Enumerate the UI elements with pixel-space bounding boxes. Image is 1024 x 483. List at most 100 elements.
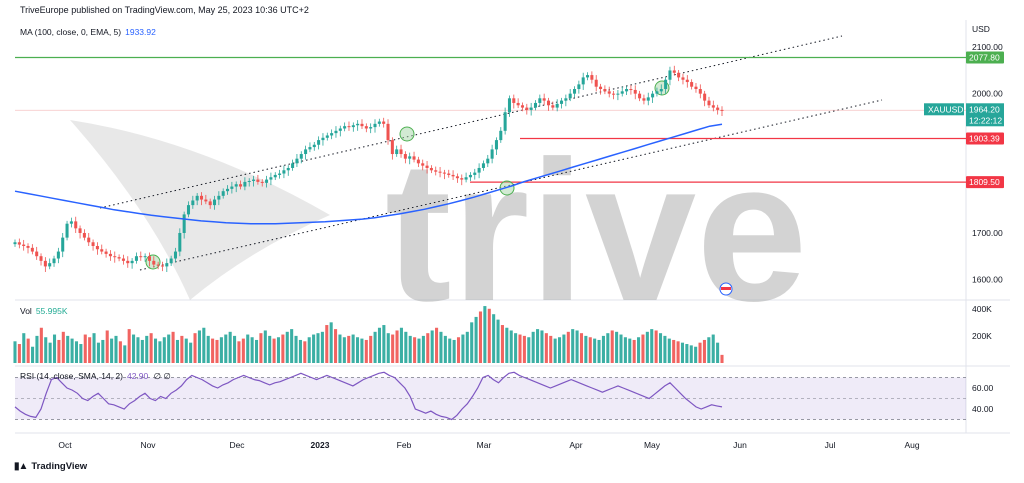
candle xyxy=(690,82,694,87)
candle xyxy=(386,123,390,141)
candle xyxy=(61,237,65,252)
candle xyxy=(633,89,637,94)
candle xyxy=(416,159,420,164)
candle xyxy=(685,79,689,83)
candle xyxy=(191,200,195,206)
candle xyxy=(39,256,43,261)
tradingview-footer[interactable]: ▮▲ TradingView xyxy=(14,461,87,472)
volume-bar xyxy=(404,331,408,363)
candle xyxy=(269,177,273,180)
volume-bar xyxy=(237,341,241,363)
volume-bar xyxy=(448,338,452,363)
volume-bar xyxy=(571,329,575,363)
volume-bar xyxy=(180,335,184,363)
rsi-line xyxy=(14,371,723,421)
candle xyxy=(286,167,290,171)
volume-bar xyxy=(31,346,35,363)
candle xyxy=(460,178,464,180)
candle xyxy=(178,232,182,252)
volume-bar xyxy=(593,338,597,363)
volume-bar xyxy=(645,331,649,363)
ma-legend[interactable]: MA (100, close, 0, EMA, 5) 1933.92 xyxy=(20,27,156,37)
candle xyxy=(304,149,308,155)
volume-bar xyxy=(500,325,504,363)
symbol-tag-bg xyxy=(924,103,964,116)
volume-bar xyxy=(680,342,685,363)
candle xyxy=(243,181,247,187)
vol-legend-label: Vol xyxy=(20,306,32,316)
volume-bar xyxy=(281,334,285,363)
candle xyxy=(516,102,520,106)
volume-bar xyxy=(132,334,136,363)
volume-bar xyxy=(329,322,333,363)
candle xyxy=(22,244,26,246)
level-tag-red-bg xyxy=(966,176,1004,189)
candle xyxy=(520,105,524,108)
vol-legend[interactable]: Vol 55.995K xyxy=(20,306,68,316)
candle xyxy=(507,98,511,113)
volume-bar xyxy=(320,331,324,363)
volume-bar xyxy=(452,339,456,363)
candle xyxy=(234,184,238,187)
candle xyxy=(213,199,217,206)
volume-bar xyxy=(158,341,162,363)
candle xyxy=(91,242,95,246)
candle xyxy=(308,147,312,150)
volume-bar xyxy=(145,335,149,363)
candle xyxy=(26,245,30,248)
candle xyxy=(573,89,577,94)
volume-bar xyxy=(35,335,39,363)
volume-bar xyxy=(702,339,706,363)
candle xyxy=(369,127,373,129)
event-flag-stripe xyxy=(721,287,731,290)
volume-bar xyxy=(285,331,289,363)
volume-bar xyxy=(435,327,439,363)
x-tick-label: Jun xyxy=(733,440,747,450)
watermark-text: trive xyxy=(385,120,807,343)
candle xyxy=(447,173,451,175)
volume-bar xyxy=(272,338,276,363)
candle xyxy=(126,260,130,264)
volume-bar xyxy=(579,333,584,363)
volume-bar xyxy=(417,338,421,363)
volume-bar xyxy=(672,339,676,363)
volume-bar xyxy=(711,334,715,363)
candle xyxy=(716,107,720,110)
volume-bar xyxy=(123,345,127,363)
volume-bar xyxy=(492,314,496,363)
candle xyxy=(204,199,208,202)
candle xyxy=(707,100,711,106)
volume-bar xyxy=(443,335,447,363)
candle xyxy=(334,130,338,134)
volume-bar xyxy=(22,333,26,363)
candle xyxy=(139,256,143,258)
volume-bar xyxy=(246,334,250,363)
level-tag-red: 1903.39 xyxy=(969,134,1000,144)
volume-bar xyxy=(167,334,171,363)
price-tick-label: 2100.00 xyxy=(972,42,1003,52)
volume-bar xyxy=(474,316,478,363)
candle xyxy=(35,251,39,257)
volume-bar xyxy=(430,330,434,363)
candle xyxy=(152,260,156,265)
candle xyxy=(429,167,433,171)
candle xyxy=(221,191,225,196)
candle xyxy=(317,140,321,145)
candle xyxy=(13,242,17,245)
volume-bar xyxy=(360,338,364,363)
rsi-legend[interactable]: RSI (14, close, SMA, 14, 2) 42.90 ∅ ∅ xyxy=(20,371,171,382)
volume-bar xyxy=(355,337,360,363)
volume-bar xyxy=(175,339,180,363)
candle xyxy=(720,109,724,111)
volume-bar xyxy=(478,311,483,363)
volume-bar xyxy=(189,342,193,363)
candle xyxy=(382,121,386,124)
volume-bar xyxy=(294,335,298,363)
volume-bar xyxy=(667,338,671,363)
volume-bar xyxy=(597,339,601,363)
countdown-tag: 12:22:12 xyxy=(969,115,1002,125)
volume-bar xyxy=(162,337,166,363)
price-tick-label: 1600.00 xyxy=(972,274,1003,284)
